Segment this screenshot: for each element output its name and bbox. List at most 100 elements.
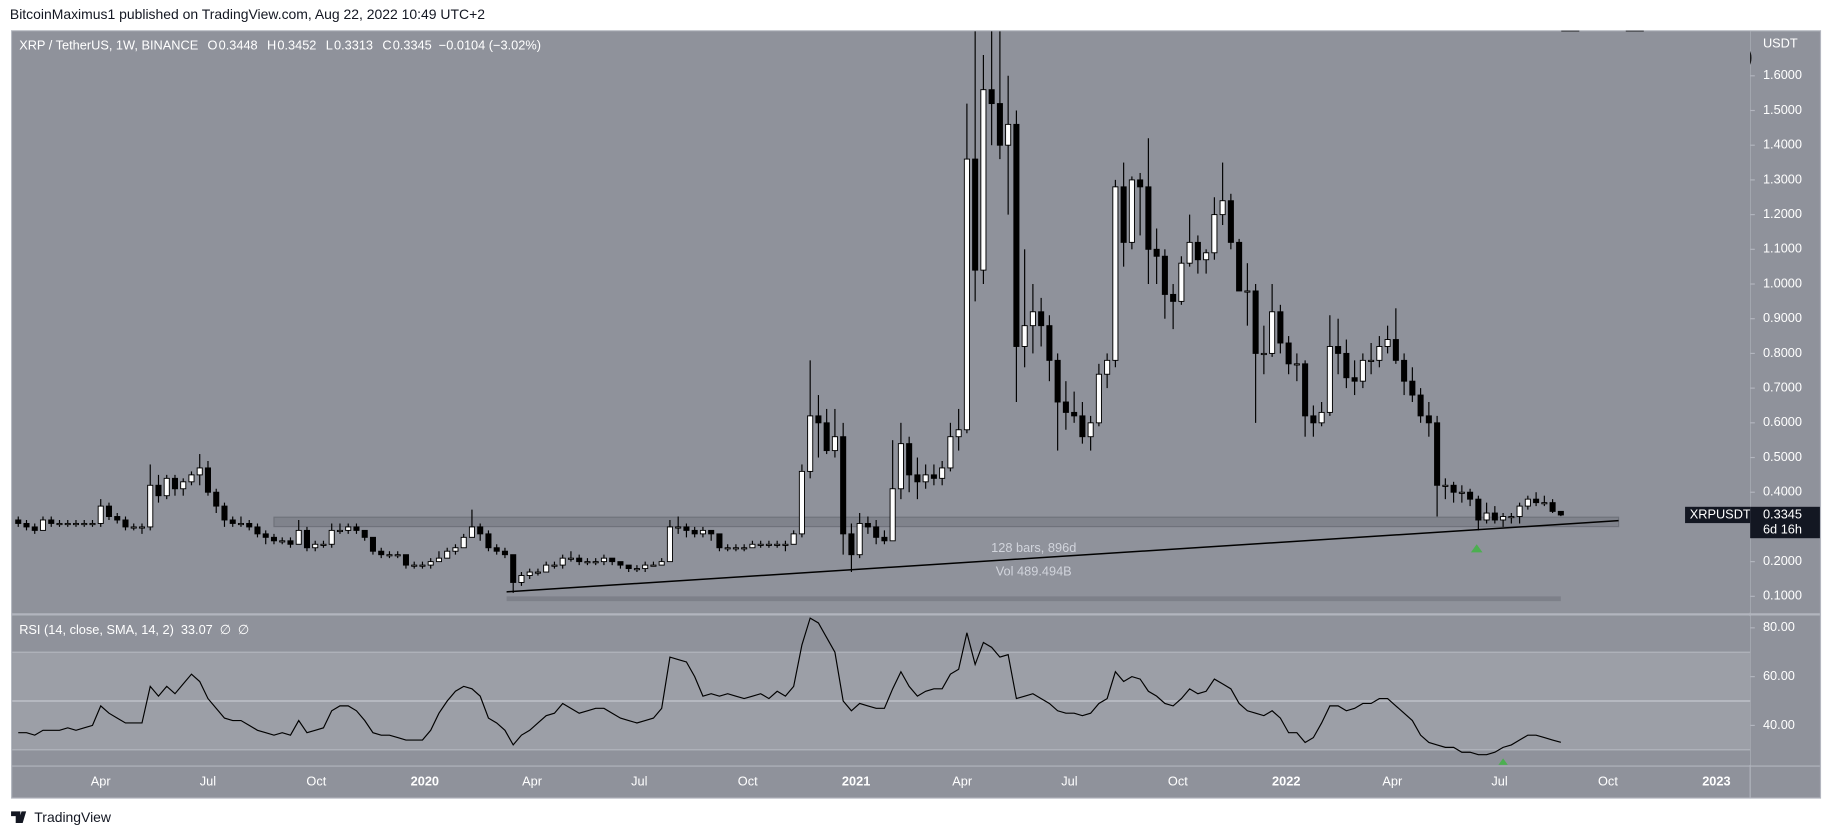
candle-body bbox=[996, 103, 1003, 146]
candle-body bbox=[1236, 241, 1243, 292]
candle-body bbox=[732, 547, 739, 550]
candle-body bbox=[1021, 325, 1028, 347]
y-tick-label: 1.1000 bbox=[1763, 241, 1802, 256]
candle-body bbox=[1442, 484, 1449, 487]
rsi-line-group bbox=[18, 617, 1562, 765]
x-tick-label: 2023 bbox=[1702, 774, 1730, 789]
candle-body bbox=[287, 540, 294, 545]
candle-body bbox=[345, 526, 352, 531]
candle-body bbox=[633, 568, 640, 571]
signal-arrow bbox=[1498, 758, 1508, 765]
candle-body bbox=[576, 557, 583, 563]
candle-body bbox=[683, 526, 690, 531]
y-tick-label: 60.00 bbox=[1763, 668, 1795, 683]
candle-body bbox=[221, 505, 228, 521]
price-pane-background bbox=[12, 31, 1751, 613]
candle-body bbox=[1302, 363, 1309, 417]
x-tick-label: 2020 bbox=[411, 774, 439, 789]
y-tick-label: 0.1000 bbox=[1763, 588, 1802, 603]
candle-body bbox=[543, 564, 550, 573]
candle-body bbox=[1483, 512, 1490, 521]
ohlc-value: 0.3448 bbox=[219, 38, 258, 53]
candle-body bbox=[1343, 352, 1350, 379]
candle-body bbox=[130, 526, 137, 529]
candle-body bbox=[452, 547, 459, 552]
candle-body bbox=[559, 557, 566, 566]
candle-body bbox=[328, 529, 335, 545]
candle-body bbox=[1054, 359, 1061, 403]
candle-body bbox=[1079, 415, 1086, 438]
candle-body bbox=[1277, 311, 1284, 344]
candle-body bbox=[930, 474, 937, 479]
candle-body bbox=[114, 516, 121, 521]
candle-body bbox=[427, 561, 434, 566]
candle-body bbox=[460, 536, 467, 549]
x-tick-label: Apr bbox=[952, 774, 973, 789]
candle-body bbox=[716, 533, 723, 549]
candle-body bbox=[1392, 339, 1399, 361]
footer: TradingView bbox=[11, 809, 112, 825]
x-tick-label: Oct bbox=[1168, 774, 1188, 789]
candle-body bbox=[1038, 311, 1045, 327]
candle-body bbox=[757, 543, 764, 546]
trendline bbox=[506, 519, 1619, 593]
last-price: 0.3345 bbox=[1763, 506, 1802, 521]
candle-body bbox=[518, 575, 525, 583]
candle-body bbox=[204, 467, 212, 493]
candle-body bbox=[1145, 186, 1152, 250]
candle-body bbox=[1318, 411, 1325, 424]
candle-body bbox=[336, 529, 343, 533]
rsi-extra: ∅ bbox=[238, 623, 249, 638]
candle-body bbox=[749, 543, 756, 549]
candle-body bbox=[609, 557, 616, 563]
candle-body bbox=[89, 522, 96, 526]
x-tick-label: 2021 bbox=[842, 774, 870, 789]
candle-body bbox=[848, 533, 855, 556]
candle-body bbox=[666, 526, 673, 563]
y-tick-label: 80.00 bbox=[1763, 619, 1795, 634]
candle-body bbox=[147, 484, 154, 528]
ohlc-value: 0.3345 bbox=[393, 38, 432, 53]
candle-body bbox=[361, 529, 368, 538]
x-tick-label: Jul bbox=[1491, 774, 1507, 789]
candle-body bbox=[790, 533, 797, 545]
candle-body bbox=[567, 557, 574, 560]
candle-body bbox=[856, 522, 863, 556]
ohlc-value: 0.3313 bbox=[334, 38, 373, 53]
candle-body bbox=[23, 522, 30, 528]
candle-body bbox=[1516, 505, 1523, 517]
ohlc-letter: H bbox=[267, 38, 276, 53]
candle-body bbox=[765, 543, 772, 546]
candle-body bbox=[831, 436, 838, 452]
rsi-title: RSI (14, close, SMA, 14, 2) bbox=[19, 623, 174, 638]
candle-body bbox=[774, 543, 781, 546]
x-tick-label: Oct bbox=[1598, 774, 1618, 789]
candle-body bbox=[1359, 359, 1366, 382]
candle-body bbox=[625, 564, 632, 570]
candle-body bbox=[1508, 516, 1515, 519]
candle-body bbox=[1376, 346, 1383, 361]
candle-body bbox=[229, 519, 236, 524]
candle-body bbox=[1112, 186, 1119, 361]
candle-body bbox=[1500, 516, 1507, 521]
candle-body bbox=[303, 529, 310, 549]
candle-body bbox=[1161, 255, 1168, 295]
candle-body bbox=[485, 533, 492, 549]
publisher-line: BitcoinMaximus1 published on TradingView… bbox=[10, 6, 485, 22]
candle-body bbox=[353, 526, 360, 531]
ohlc-letter: L bbox=[326, 38, 333, 53]
candle-body bbox=[1458, 491, 1465, 494]
candle-body bbox=[864, 522, 871, 528]
candle-body bbox=[138, 526, 146, 529]
candle-body bbox=[1326, 346, 1333, 413]
rsi-last-value: 33.07 bbox=[181, 623, 213, 638]
candle-body bbox=[320, 543, 327, 546]
candle-body bbox=[1153, 248, 1160, 257]
candle-body bbox=[1005, 123, 1012, 146]
candle-body bbox=[1475, 498, 1482, 521]
candle-body bbox=[798, 470, 805, 535]
candle-body bbox=[1524, 498, 1531, 507]
x-tick-label: Apr bbox=[1382, 774, 1403, 789]
x-tick-label: 2022 bbox=[1272, 774, 1300, 789]
y-tick-label: 0.9000 bbox=[1763, 310, 1802, 325]
